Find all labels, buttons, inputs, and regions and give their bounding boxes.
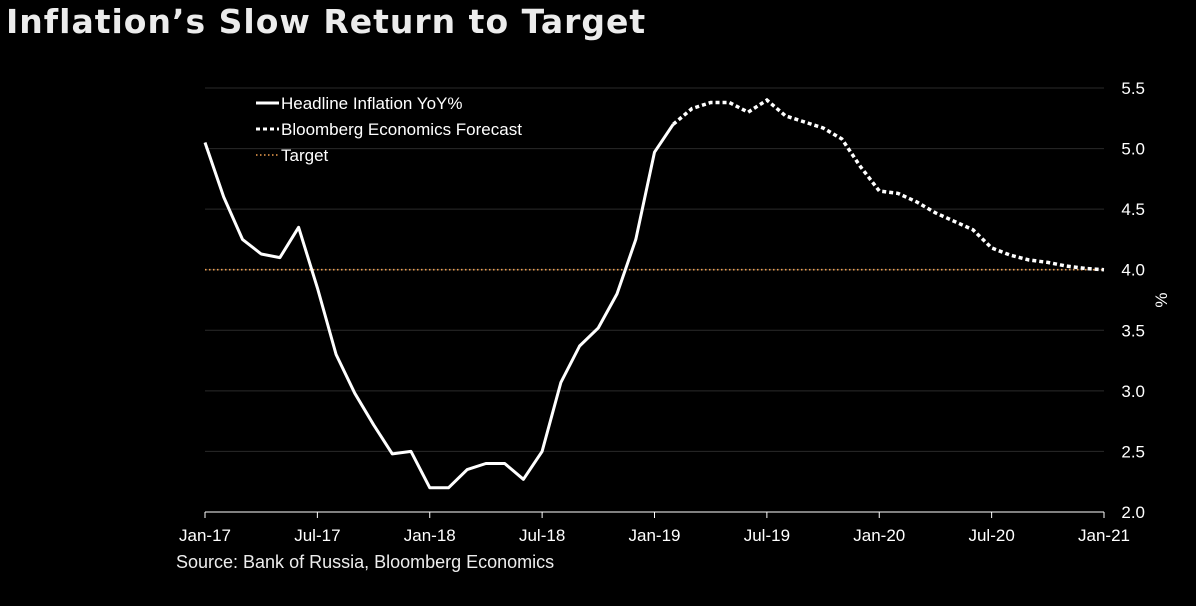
legend-label: Bloomberg Economics Forecast [281, 120, 522, 139]
y-axis-ticks: 2.0 2.5 3.0 3.5 4.0 4.5 5.0 5.5 [1121, 79, 1145, 522]
y-axis-label: % [1152, 292, 1171, 307]
x-tick-label: Jan-18 [404, 526, 456, 545]
x-tick-label: Jan-17 [179, 526, 231, 545]
y-tick-label: 2.0 [1121, 503, 1145, 522]
series-lines [203, 97, 1105, 490]
y-tick-label: 3.0 [1121, 382, 1145, 401]
y-tick-label: 3.5 [1121, 321, 1145, 340]
headline-inflation-line [203, 123, 675, 490]
y-tick-label: 2.5 [1121, 442, 1145, 461]
legend: Headline Inflation YoY% Bloomberg Economi… [256, 94, 522, 165]
legend-label: Headline Inflation YoY% [281, 94, 462, 113]
forecast-line [672, 97, 1105, 272]
chart-title: Inflation’s Slow Return to Target [6, 2, 647, 41]
y-tick-label: 4.5 [1121, 200, 1145, 219]
x-tick-label: Jan-19 [629, 526, 681, 545]
y-tick-label: 4.0 [1121, 261, 1145, 280]
source-note: Source: Bank of Russia, Bloomberg Econom… [176, 552, 555, 572]
x-tick-label: Jan-20 [853, 526, 905, 545]
x-tick-label: Jul-17 [294, 526, 340, 545]
x-tick-label: Jan-21 [1078, 526, 1130, 545]
x-tick-label: Jul-19 [744, 526, 790, 545]
legend-label: Target [281, 146, 329, 165]
x-tick-label: Jul-20 [968, 526, 1014, 545]
x-tick-label: Jul-18 [519, 526, 565, 545]
y-tick-label: 5.5 [1121, 79, 1145, 98]
x-axis-ticks: Jan-17 Jul-17 Jan-18 Jul-18 Jan-19 Jul-19 Jan-… [179, 511, 1130, 545]
y-tick-label: 5.0 [1121, 140, 1145, 159]
